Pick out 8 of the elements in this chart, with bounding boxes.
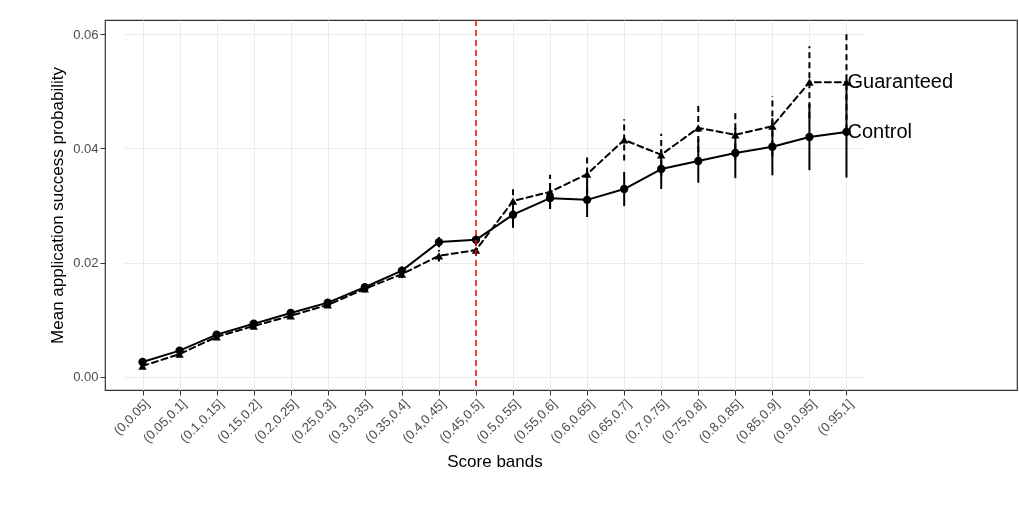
y-tick-label: 0.04 <box>73 140 99 156</box>
series-label: Guaranteed <box>847 70 954 93</box>
y-tick-label: 0.02 <box>73 255 99 271</box>
y-tick-label: 0.00 <box>73 369 99 385</box>
y-axis-title: Mean application success probability <box>48 66 68 344</box>
x-axis-title: Score bands <box>447 451 543 471</box>
y-tick-label: 0.06 <box>73 26 99 42</box>
series-label: Control <box>847 119 912 142</box>
